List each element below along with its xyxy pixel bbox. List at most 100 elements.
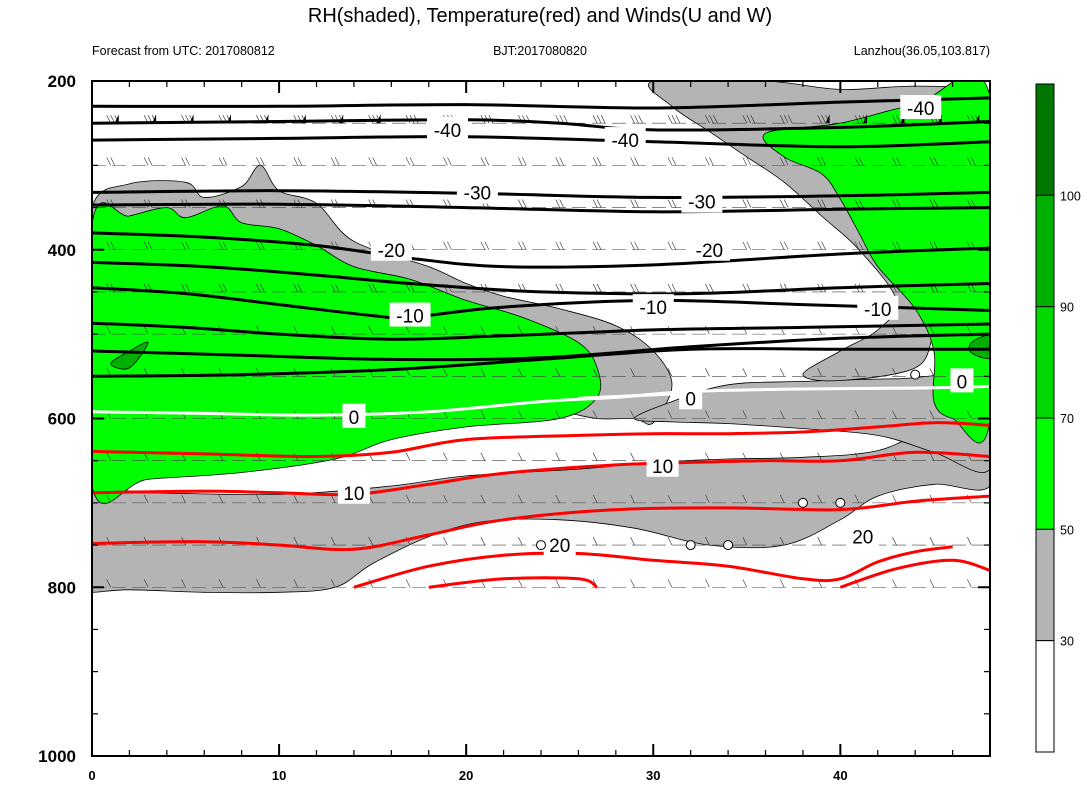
chart-title: RH(shaded), Temperature(red) and Winds(U… — [308, 5, 772, 27]
wind-barb — [967, 579, 972, 588]
temperature-contour — [92, 347, 990, 378]
wind-barb — [892, 157, 897, 166]
wind-barb — [143, 241, 149, 250]
temperature-contour — [353, 545, 953, 589]
wind-barb — [480, 494, 486, 504]
colorbar-label: 50 — [1060, 523, 1074, 537]
wind-barb — [630, 368, 635, 377]
wind-barb — [783, 115, 789, 124]
wind-barb — [742, 410, 748, 419]
wind-barb — [892, 410, 897, 419]
wind-barb — [409, 157, 415, 166]
calm-wind-circle — [536, 540, 546, 551]
wind-barb — [667, 157, 673, 166]
wind-barb — [929, 368, 935, 377]
wind-barb — [330, 157, 336, 166]
wind-barb — [630, 579, 635, 588]
colorbar-swatch — [1035, 417, 1055, 530]
wind-barb — [451, 81, 452, 82]
wind-barb — [559, 283, 564, 293]
wind-barb — [742, 368, 748, 377]
wind-barb — [896, 199, 901, 208]
wind-barb — [705, 157, 710, 166]
wind-barb — [447, 157, 452, 166]
contour-label: -40 — [907, 99, 934, 120]
wind-barb — [268, 81, 269, 82]
wind-barb — [638, 81, 639, 82]
wind-barb — [226, 81, 227, 82]
contour-label-bg — [604, 127, 646, 152]
contour-label: 10 — [652, 457, 673, 478]
wind-barb — [181, 157, 186, 166]
contour-label-bg — [426, 116, 468, 141]
wind-barb — [630, 157, 635, 166]
wind-barb — [596, 241, 602, 250]
wind-barb — [779, 368, 785, 377]
wind-barb — [817, 410, 822, 419]
wind-barb — [559, 115, 564, 124]
wind-barb — [376, 81, 377, 82]
wind-barb — [181, 494, 186, 504]
wind-barb — [455, 81, 456, 82]
wind-barb — [559, 199, 564, 208]
wind-barb — [630, 410, 635, 419]
contour-label: -20 — [378, 241, 405, 262]
wind-barb — [642, 81, 643, 82]
wind-barb — [858, 241, 864, 250]
temperature-contour — [92, 118, 990, 132]
colorbar-swatch — [1035, 528, 1055, 642]
wind-barb — [492, 81, 493, 82]
wind-barb — [604, 81, 606, 82]
wind-barb — [596, 157, 602, 166]
contour-label: 0 — [685, 389, 696, 410]
wind-barb — [330, 536, 336, 546]
wind-barb — [817, 115, 822, 124]
wind-barb — [592, 452, 598, 461]
wind-barb — [600, 81, 602, 82]
wind-barb — [709, 157, 714, 166]
wind-barb — [634, 199, 639, 208]
contour-label: 0 — [349, 408, 360, 429]
wind-barb — [817, 241, 822, 250]
wind-barb — [854, 199, 860, 208]
wind-barb — [787, 115, 793, 124]
wind-barb — [185, 157, 190, 166]
wind-barb — [592, 536, 598, 546]
wind-barb — [522, 199, 527, 208]
wind-barb — [443, 368, 448, 377]
wind-barb — [563, 115, 568, 124]
wind-barb — [667, 536, 673, 546]
wind-barb — [600, 115, 606, 124]
wind-barb — [143, 494, 149, 504]
wind-barb — [817, 494, 822, 504]
wind-barb — [480, 536, 486, 546]
wind-barb — [667, 199, 673, 208]
wind-barb — [742, 157, 748, 166]
wind-barb — [413, 81, 415, 82]
wind-barb — [754, 81, 755, 82]
wind-barb — [592, 410, 598, 419]
wind-barb — [667, 283, 673, 293]
wind-barb — [933, 241, 939, 250]
x-tick-label: 10 — [272, 768, 286, 783]
wind-barb — [484, 157, 490, 166]
colorbar-label: 30 — [1060, 635, 1074, 649]
wind-barb — [222, 283, 228, 293]
wind-barb — [821, 157, 826, 166]
wind-barb — [405, 325, 411, 335]
wind-barb — [480, 410, 486, 419]
wind-barb — [896, 157, 901, 166]
wind-barb — [218, 494, 224, 504]
wind-barb — [480, 157, 486, 166]
wind-barb — [967, 157, 972, 166]
contour-label-bg — [688, 236, 730, 261]
colorbar-label: 90 — [1060, 301, 1074, 315]
wind-barb — [892, 115, 897, 124]
wind-barb — [443, 536, 448, 546]
wind-barb — [592, 115, 598, 124]
wind-barb — [592, 368, 598, 377]
temperature-contour — [92, 96, 990, 110]
wind-barb — [821, 81, 822, 82]
